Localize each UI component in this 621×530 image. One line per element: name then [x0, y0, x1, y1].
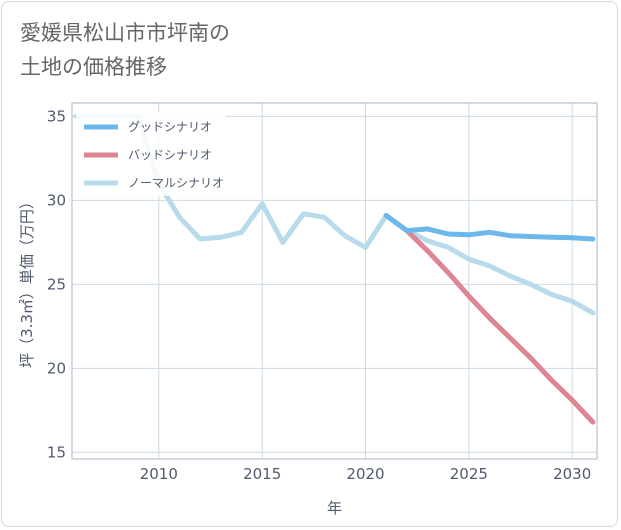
y-tick-label: 25 — [47, 275, 66, 293]
y-tick-label: 30 — [47, 191, 66, 209]
y-tick-labels: 15 20 25 30 35 — [47, 107, 66, 461]
legend-item-normal[interactable]: ノーマルシナリオ — [84, 176, 224, 190]
legend-label: グッドシナリオ — [128, 120, 212, 134]
y-tick-label: 15 — [47, 443, 66, 461]
series-line-good — [383, 213, 596, 242]
x-axis-label: 年 — [327, 499, 342, 517]
x-tick-label: 2015 — [243, 465, 281, 483]
x-tick-labels: 2010 2015 2020 2025 2030 — [140, 465, 592, 483]
chart-title-line-2: 土地の価格推移 — [20, 55, 167, 79]
x-tick-label: 2020 — [346, 465, 384, 483]
y-tick-label: 20 — [47, 359, 66, 377]
x-tick-label: 2025 — [450, 465, 488, 483]
grid-lines — [72, 103, 597, 459]
y-tick-label: 35 — [47, 107, 66, 125]
series-line-bad — [383, 213, 596, 425]
legend-label: バッドシナリオ — [128, 148, 212, 162]
legend-item-bad[interactable]: バッドシナリオ — [84, 148, 212, 162]
chart-title-line-1: 愛媛県松山市市坪南の — [20, 21, 230, 45]
y-axis-label: 坪（3.3㎡）単価（万円） — [18, 194, 36, 368]
legend-item-good[interactable]: グッドシナリオ — [84, 120, 212, 134]
x-tick-label: 2030 — [553, 465, 591, 483]
plot-frame — [71, 102, 598, 460]
chart-title: 愛媛県松山市市坪南の 土地の価格推移 — [20, 16, 230, 84]
x-tick-label: 2010 — [140, 465, 178, 483]
legend-label: ノーマルシナリオ — [128, 176, 224, 190]
